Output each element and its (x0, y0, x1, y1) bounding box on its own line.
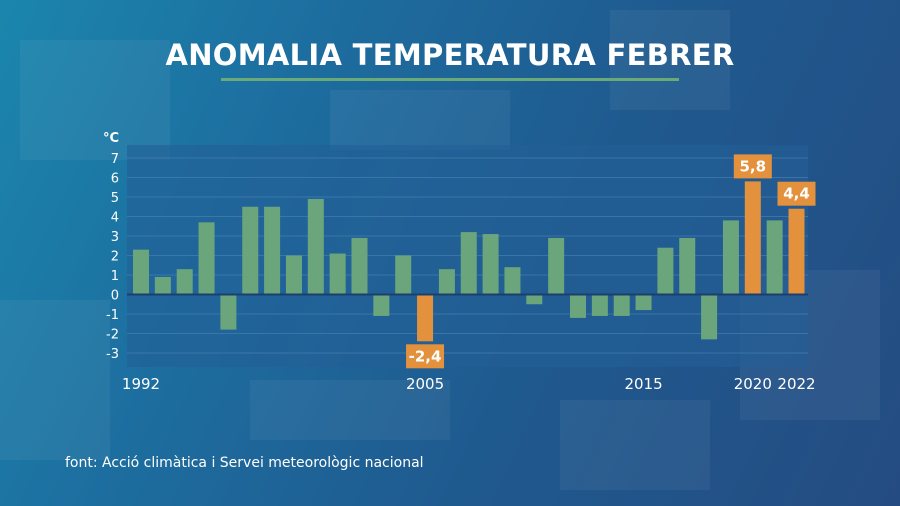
y-tick-label: 1 (111, 269, 119, 284)
bar (504, 267, 521, 295)
y-tick-label: 2 (111, 250, 119, 265)
bar (176, 269, 193, 295)
background-tile (330, 90, 510, 150)
data-label: 5,8 (740, 157, 767, 175)
bar (220, 294, 237, 330)
background-tile (20, 40, 170, 160)
bar (460, 232, 477, 295)
x-tick-label: 1992 (122, 375, 160, 393)
y-tick-label: 0 (111, 289, 119, 304)
bar (307, 198, 324, 295)
bar (613, 294, 630, 316)
bar (722, 220, 739, 295)
bar (329, 253, 346, 295)
bar (198, 222, 215, 295)
y-tick-label: 3 (111, 230, 119, 245)
bar (591, 294, 608, 316)
bar (635, 294, 652, 311)
bar (526, 294, 543, 305)
bar (744, 181, 761, 295)
y-tick-label: -1 (106, 308, 119, 323)
bar (701, 294, 718, 340)
background-tile (250, 380, 450, 440)
bar (570, 294, 586, 318)
x-tick-label: 2015 (624, 375, 662, 393)
bar (395, 255, 412, 295)
bar (373, 294, 390, 316)
bar (438, 269, 455, 295)
x-tick-label: 2022 (777, 375, 815, 393)
data-label: 4,4 (783, 185, 810, 203)
data-label-box (777, 181, 816, 206)
y-tick-label: 6 (111, 172, 119, 187)
x-tick-label: 2020 (734, 375, 772, 393)
data-label-box (733, 154, 772, 179)
bar (657, 247, 674, 295)
bar (482, 234, 499, 295)
background-tile (0, 300, 110, 460)
title-underline (221, 78, 679, 81)
y-tick-label: 4 (111, 211, 119, 226)
bar (417, 294, 434, 342)
y-tick-label: -3 (106, 347, 119, 362)
y-tick-label: -2 (106, 328, 119, 343)
bar (788, 208, 805, 295)
bar (548, 237, 565, 295)
y-axis-unit-label: °C (103, 131, 119, 146)
data-label-box (406, 344, 445, 369)
bar (766, 220, 783, 295)
background-tile (610, 10, 730, 110)
source-note: font: Acció climàtica i Servei meteorolò… (65, 455, 424, 471)
bar (133, 249, 149, 295)
y-tick-label: 7 (111, 152, 119, 167)
background-tile (560, 400, 710, 490)
y-tick-label: 5 (111, 191, 119, 206)
bar (679, 237, 696, 295)
bar (351, 237, 368, 295)
chart-title: ANOMALIA TEMPERATURA FEBRER (165, 38, 735, 72)
bar (285, 255, 302, 295)
data-label: -2,4 (409, 347, 442, 365)
bar (264, 206, 281, 295)
bar (154, 276, 171, 295)
bar (242, 206, 259, 295)
x-tick-label: 2005 (406, 375, 444, 393)
